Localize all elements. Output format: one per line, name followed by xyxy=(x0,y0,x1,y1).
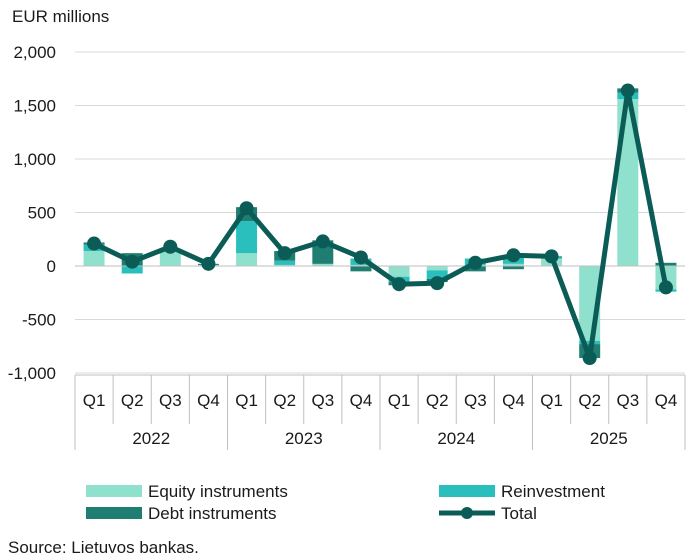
x-tick-label: Q3 xyxy=(159,391,182,410)
total-point xyxy=(163,239,178,254)
total-point xyxy=(506,248,521,263)
bar-debt-instruments xyxy=(502,266,524,270)
total-point xyxy=(658,280,673,295)
total-point xyxy=(201,256,216,271)
x-tick-label: Q2 xyxy=(578,391,601,410)
x-tick-label: Q3 xyxy=(616,391,639,410)
total-point xyxy=(353,250,368,265)
x-group-label: 2025 xyxy=(590,429,628,448)
x-tick-label: Q4 xyxy=(655,391,678,410)
x-group-label: 2023 xyxy=(285,429,323,448)
bar-reinvestment xyxy=(274,260,296,265)
bar-equity-instruments xyxy=(274,264,296,266)
bar-debt-instruments xyxy=(655,262,677,266)
legend-label: Total xyxy=(501,504,537,523)
legend-swatch xyxy=(86,507,142,519)
total-point xyxy=(392,277,407,292)
bar-equity-instruments xyxy=(350,264,372,266)
legend-label: Debt instruments xyxy=(148,504,277,523)
bar-equity-instruments xyxy=(312,263,334,266)
legend-label: Equity instruments xyxy=(148,482,288,501)
y-tick-label: 1,500 xyxy=(13,97,56,116)
axes xyxy=(74,265,686,450)
legend-swatch xyxy=(86,485,142,497)
total-point xyxy=(125,254,140,269)
legend-swatch xyxy=(439,485,495,497)
x-tick-label: Q4 xyxy=(350,391,373,410)
bar-equity-instruments xyxy=(83,251,105,266)
legend-label: Reinvestment xyxy=(501,482,605,501)
x-group-label: 2024 xyxy=(437,429,475,448)
total-point xyxy=(468,255,483,270)
y-axis-label: EUR millions xyxy=(12,7,109,26)
bar-reinvestment xyxy=(236,221,258,254)
x-tick-label: Q4 xyxy=(502,391,525,410)
x-tick-label: Q1 xyxy=(388,391,411,410)
y-tick-label: 500 xyxy=(28,204,56,223)
x-tick-label: Q1 xyxy=(540,391,563,410)
x-tick-label: Q1 xyxy=(235,391,258,410)
legend: Equity instruments Reinvestment Debt instr… xyxy=(86,482,605,523)
bar-equity-instruments xyxy=(236,253,258,266)
gridlines xyxy=(75,51,685,374)
x-tick-label: Q2 xyxy=(121,391,144,410)
bar-equity-instruments xyxy=(426,266,448,271)
y-tick-label: 2,000 xyxy=(13,43,56,62)
y-tick-label: -500 xyxy=(22,311,56,330)
total-point xyxy=(430,276,445,291)
bar-debt-instruments xyxy=(350,266,372,272)
y-tick-label: -1,000 xyxy=(8,364,56,383)
x-tick-label: Q3 xyxy=(464,391,487,410)
x-tick-label: Q2 xyxy=(426,391,449,410)
total-point xyxy=(277,246,292,261)
bar-equity-instruments xyxy=(502,263,524,266)
total-point xyxy=(239,201,254,216)
tick-labels: 2,000 1,500 1,000 500 0 -500 -1,000 Q1 Q2 Q3 Q4 Q1 Q… xyxy=(8,43,677,448)
x-tick-label: Q1 xyxy=(83,391,106,410)
total-point xyxy=(620,83,635,98)
x-tick-label: Q4 xyxy=(197,391,220,410)
x-group-label: 2022 xyxy=(132,429,170,448)
total-line xyxy=(87,83,673,366)
bar-reinvestment xyxy=(426,270,448,279)
bar-equity-instruments xyxy=(388,266,410,277)
legend-marker xyxy=(461,507,473,519)
x-tick-label: Q2 xyxy=(273,391,296,410)
y-tick-label: 1,000 xyxy=(13,150,56,169)
total-point xyxy=(315,234,330,249)
total-point xyxy=(582,351,597,366)
source-note: Source: Lietuvos bankas. xyxy=(8,538,199,557)
bar-reinvestment xyxy=(121,266,143,274)
x-tick-label: Q3 xyxy=(311,391,334,410)
total-point xyxy=(87,236,102,251)
total-series-line xyxy=(92,88,669,361)
chart: EUR millions 2,000 1,500 1,000 500 0 -500 -1,0… xyxy=(8,7,686,523)
bars xyxy=(83,88,677,359)
total-point xyxy=(544,249,559,264)
bar-equity-instruments xyxy=(159,251,181,266)
y-tick-label: 0 xyxy=(47,257,56,276)
